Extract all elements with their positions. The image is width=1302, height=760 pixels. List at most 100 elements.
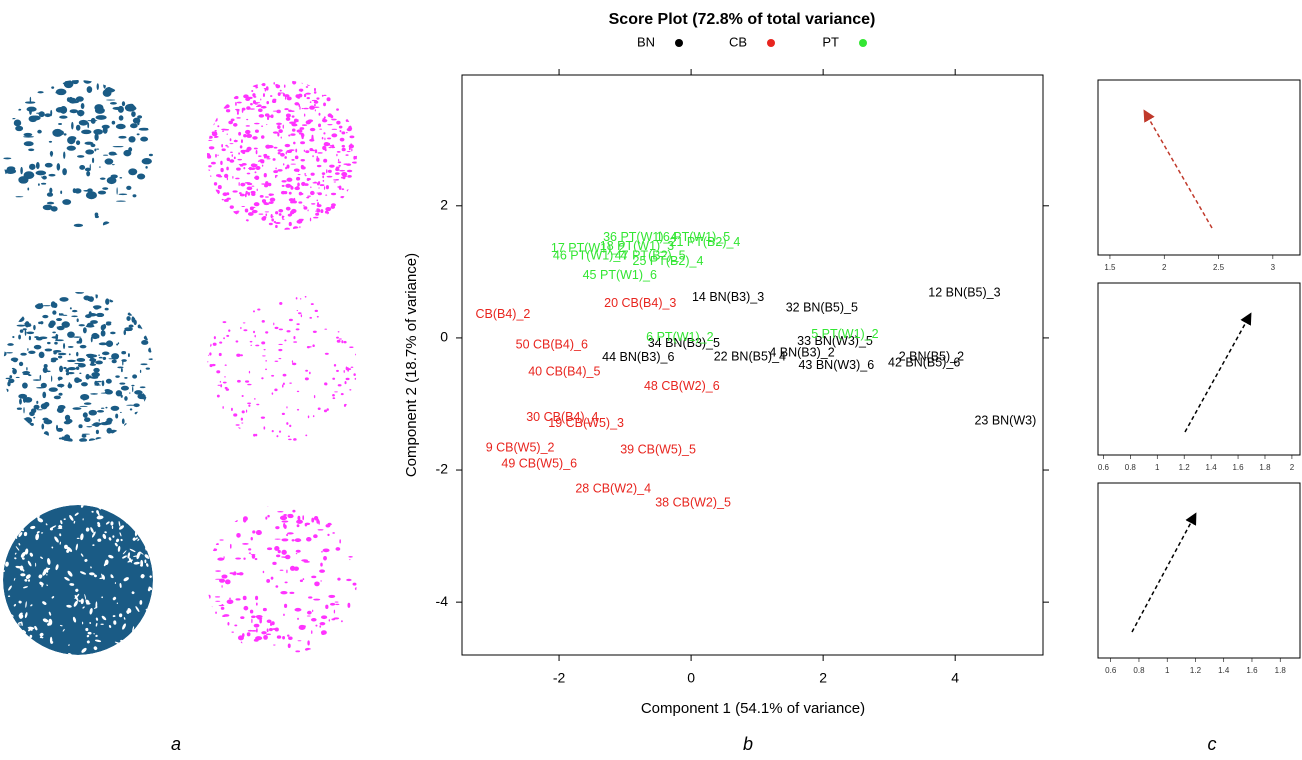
texture-blob bbox=[226, 167, 229, 171]
texture-blob bbox=[304, 173, 306, 175]
texture-blob bbox=[355, 587, 358, 590]
texture-blob bbox=[73, 336, 81, 337]
texture-blob bbox=[309, 317, 312, 319]
texture-hole bbox=[137, 625, 142, 632]
texture-blob bbox=[300, 141, 305, 144]
texture-blob bbox=[286, 569, 287, 573]
texture-blob bbox=[63, 343, 65, 349]
texture-blob bbox=[341, 340, 343, 343]
texture-blob bbox=[295, 149, 297, 153]
texture-blob bbox=[269, 223, 273, 225]
texture-hole bbox=[115, 659, 119, 664]
texture-blob bbox=[116, 124, 126, 129]
texture-blob bbox=[247, 403, 251, 405]
texture-blob bbox=[275, 222, 280, 224]
texture-blob bbox=[299, 226, 301, 228]
texture-blob bbox=[311, 518, 314, 523]
figure: Score Plot (72.8% of total variance) BNC… bbox=[0, 0, 1302, 760]
texture-blob bbox=[38, 322, 41, 324]
texture-blob bbox=[52, 129, 63, 137]
texture-blob bbox=[76, 367, 79, 370]
texture-blob bbox=[316, 200, 318, 202]
texture-blob bbox=[70, 109, 78, 113]
texture-blob bbox=[227, 157, 230, 161]
texture-blob bbox=[42, 337, 43, 338]
texture-blob bbox=[66, 368, 70, 373]
texture-blob bbox=[96, 148, 99, 149]
texture-blob bbox=[294, 102, 299, 105]
texture-blob bbox=[338, 384, 342, 386]
texture-blob bbox=[209, 146, 215, 149]
texture-blob bbox=[255, 558, 258, 560]
texture-blob bbox=[215, 154, 217, 158]
texture-blob bbox=[44, 431, 49, 437]
texture-blob bbox=[131, 385, 134, 387]
texture-blob bbox=[95, 293, 97, 298]
texture-blob bbox=[49, 188, 52, 193]
texture-blob bbox=[307, 616, 311, 617]
texture-blob bbox=[69, 353, 71, 355]
texture-blob bbox=[105, 298, 109, 304]
texture-blob bbox=[15, 126, 23, 131]
inset-x-tick-label: 1 bbox=[1165, 666, 1170, 675]
texture-blob bbox=[309, 120, 311, 123]
texture-blob bbox=[20, 353, 26, 356]
texture-blob bbox=[63, 151, 65, 158]
texture-blob bbox=[331, 133, 337, 137]
point-label: 19 CB(W5)_3 bbox=[548, 416, 624, 430]
texture-blob bbox=[140, 370, 141, 373]
texture-hole bbox=[152, 541, 156, 547]
texture-blob bbox=[347, 603, 350, 608]
texture-blob bbox=[59, 366, 63, 373]
texture-blob bbox=[209, 176, 212, 177]
texture-blob bbox=[24, 417, 32, 423]
texture-blob bbox=[315, 149, 317, 153]
texture-blob bbox=[339, 338, 342, 339]
texture-blob bbox=[217, 385, 220, 386]
inset-x-tick-label: 1.4 bbox=[1206, 463, 1218, 472]
texture-blob bbox=[289, 222, 292, 226]
texture-blob bbox=[29, 423, 34, 426]
texture-blob bbox=[63, 315, 68, 316]
texture-blob bbox=[66, 373, 69, 376]
texture-blob bbox=[222, 130, 224, 132]
texture-blob bbox=[303, 578, 305, 580]
texture-blob bbox=[278, 209, 283, 213]
texture-blob bbox=[319, 129, 322, 130]
texture-blob bbox=[45, 113, 52, 117]
texture-blob bbox=[133, 194, 137, 197]
texture-blob bbox=[101, 393, 109, 394]
texture-blob bbox=[18, 335, 21, 340]
inset-panel: 1.522.530.60.811.21.41.61.820.60.811.21.… bbox=[1098, 80, 1300, 675]
texture-blob bbox=[237, 380, 241, 383]
texture-blob bbox=[342, 148, 346, 152]
texture-blob bbox=[124, 423, 127, 428]
texture-blob bbox=[283, 382, 285, 385]
texture-blob bbox=[353, 373, 355, 376]
texture-blob bbox=[296, 177, 300, 181]
texture-blob bbox=[11, 358, 19, 362]
point-label: 50 CB(B4)_6 bbox=[516, 337, 588, 351]
texture-blob bbox=[266, 124, 267, 125]
texture-blob bbox=[245, 380, 249, 382]
texture-blob bbox=[332, 378, 335, 380]
texture-blob bbox=[323, 548, 330, 552]
texture-blob bbox=[130, 408, 133, 410]
texture-blob bbox=[245, 208, 249, 212]
texture-blob bbox=[295, 155, 299, 159]
texture-blob bbox=[93, 368, 99, 373]
texture-blob bbox=[135, 412, 141, 415]
texture-blob bbox=[106, 418, 112, 423]
texture-blob bbox=[272, 562, 276, 565]
texture-blob bbox=[265, 360, 267, 362]
texture-blob bbox=[305, 296, 307, 298]
texture-blob bbox=[324, 186, 325, 190]
texture-blob bbox=[205, 153, 210, 156]
texture-blob bbox=[57, 407, 64, 413]
texture-blob bbox=[235, 140, 236, 141]
texture-blob bbox=[245, 98, 250, 101]
texture-blob bbox=[289, 592, 294, 594]
texture-blob bbox=[295, 538, 302, 542]
arrow bbox=[1145, 112, 1212, 228]
texture-blob bbox=[292, 363, 296, 366]
